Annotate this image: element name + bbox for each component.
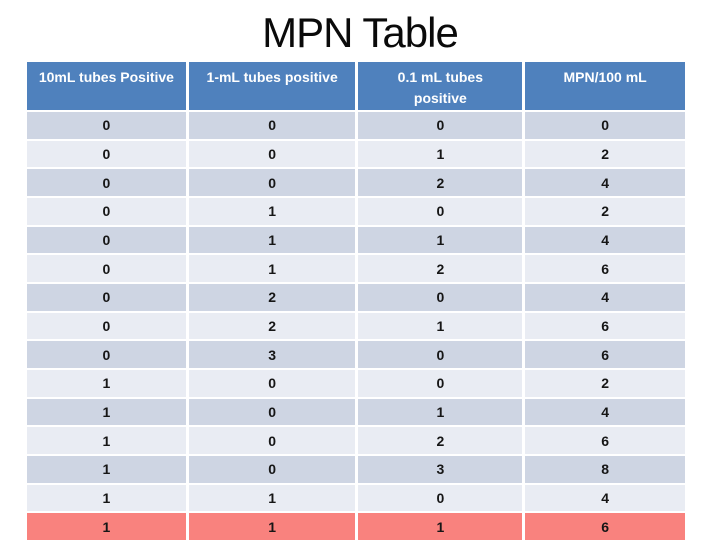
table-cell: 1 <box>27 513 186 540</box>
table-cell: 0 <box>27 198 186 225</box>
table-cell: 0 <box>27 169 186 197</box>
table-cell: 0 <box>188 112 356 139</box>
column-header: 10mL tubes Positive <box>27 62 186 110</box>
table-cell: 0 <box>27 226 186 254</box>
table-cell: 0 <box>27 140 186 168</box>
table-cell: 0 <box>188 370 356 397</box>
mpn-table: 10mL tubes Positive 1-mL tubes positive 0.… <box>27 62 685 540</box>
table-cell: 0 <box>358 341 523 369</box>
table-cell: 0 <box>188 169 356 197</box>
table-cell: 1 <box>358 398 523 426</box>
table-cell: 2 <box>525 140 685 168</box>
table-cell: 4 <box>525 226 685 254</box>
table-cell: 1 <box>27 398 186 426</box>
table-cell: 1 <box>27 427 186 455</box>
table-cell: 1 <box>27 484 186 512</box>
table-cell: 2 <box>525 198 685 225</box>
table-cell: 0 <box>188 427 356 455</box>
table-cell: 1 <box>188 484 356 512</box>
table-cell: 0 <box>188 456 356 483</box>
table-cell: 4 <box>525 284 685 311</box>
table-header-row: 10mL tubes Positive 1-mL tubes positive 0.… <box>27 62 685 110</box>
table-cell: 0 <box>27 255 186 283</box>
table-cell: 1 <box>358 312 523 340</box>
table-cell: 1 <box>188 198 356 225</box>
table-cell: 1 <box>188 255 356 283</box>
table-cell: 2 <box>525 370 685 397</box>
table-cell: 2 <box>188 284 356 311</box>
column-header: 1-mL tubes positive <box>188 62 356 110</box>
table-cell: 0 <box>358 112 523 139</box>
table-cell: 1 <box>27 370 186 397</box>
table-cell: 6 <box>525 427 685 455</box>
table-cell: 3 <box>358 456 523 483</box>
table-cell: 2 <box>358 255 523 283</box>
table-cell: 3 <box>188 341 356 369</box>
table-cell: 4 <box>525 169 685 197</box>
table-cell: 1 <box>358 140 523 168</box>
table-cell: 0 <box>358 484 523 512</box>
table-cell: 0 <box>27 112 186 139</box>
table-cell: 0 <box>358 370 523 397</box>
column-header: 0.1 mL tubes positive <box>358 62 523 110</box>
table-cell: 0 <box>27 341 186 369</box>
table-cell: 0 <box>188 398 356 426</box>
table-cell: 2 <box>358 169 523 197</box>
table-cell: 6 <box>525 255 685 283</box>
table-cell: 1 <box>358 513 523 540</box>
table-cell: 4 <box>525 398 685 426</box>
table-cell: 0 <box>27 312 186 340</box>
table-cell: 6 <box>525 312 685 340</box>
slide-title: MPN Table <box>262 9 459 56</box>
table-cell: 4 <box>525 484 685 512</box>
table-cell: 0 <box>525 112 685 139</box>
table-cell: 6 <box>525 513 685 540</box>
table-cell: 1 <box>358 226 523 254</box>
table-cell: 2 <box>358 427 523 455</box>
table-cell: 6 <box>525 341 685 369</box>
table-cell: 8 <box>525 456 685 483</box>
table-cell: 0 <box>188 140 356 168</box>
table-cell: 0 <box>27 284 186 311</box>
table-cell: 2 <box>188 312 356 340</box>
table-cell: 1 <box>188 226 356 254</box>
table-cell: 0 <box>358 284 523 311</box>
table-cell: 0 <box>358 198 523 225</box>
table-cell: 1 <box>27 456 186 483</box>
column-header: MPN/100 mL <box>525 62 685 110</box>
table-cell: 1 <box>188 513 356 540</box>
